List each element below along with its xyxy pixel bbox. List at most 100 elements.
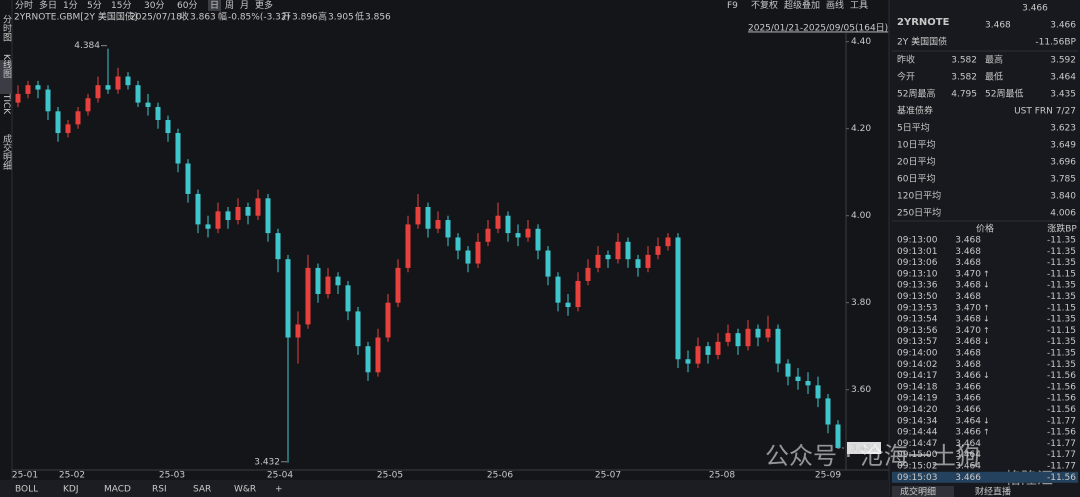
trade-price: 3.468: [955, 292, 981, 302]
trade-arrow: ↓: [983, 337, 990, 346]
period-tab[interactable]: 月: [240, 0, 249, 11]
period-tab[interactable]: 1分: [63, 0, 78, 11]
stat-value: 3.464: [1050, 73, 1076, 83]
trade-time: 09:13:00: [897, 236, 938, 246]
trade-price: 3.466: [955, 371, 981, 381]
candle-body: [355, 311, 361, 347]
trade-price: 3.468: [955, 258, 981, 268]
indicator-bar: [0, 480, 889, 497]
trade-price: 3.466: [955, 473, 981, 483]
avg-value: 4.006: [1050, 209, 1076, 219]
candle-body: [25, 85, 31, 94]
trade-price: 3.470: [955, 303, 981, 313]
candle-body: [725, 333, 731, 342]
trade-row-highlight: [892, 471, 1078, 483]
avg-label: 120日平均: [897, 190, 941, 202]
trade-price: 3.466: [955, 382, 981, 392]
indicator-tab[interactable]: KDJ: [63, 485, 79, 495]
indicator-tab[interactable]: BOLL: [15, 485, 38, 495]
indicator-tab[interactable]: SAR: [193, 485, 211, 495]
y-tick-label: 3.80: [851, 298, 871, 308]
candle-body: [675, 237, 681, 360]
period-tab[interactable]: 30分: [144, 0, 164, 11]
avg-value: 3.785: [1050, 175, 1076, 185]
trade-time: 09:15:00: [897, 450, 938, 460]
candle-body: [75, 111, 81, 125]
trade-time: 09:13:01: [897, 247, 937, 257]
x-tick-label: 25-02: [59, 471, 85, 481]
candle-body: [255, 198, 261, 216]
trade-change: -11.77: [1047, 462, 1076, 472]
candle-body: [175, 133, 181, 164]
candle-body: [455, 237, 461, 251]
tool-button[interactable]: F9: [727, 1, 738, 11]
side-tab[interactable]: K线图: [1, 54, 12, 79]
info-change: -0.85%(-3.32): [228, 13, 290, 23]
trade-price: 3.470: [955, 269, 981, 279]
trade-change: -11.35: [1047, 247, 1076, 257]
avg-label: 20日平均: [897, 156, 935, 168]
candle-body: [275, 233, 281, 260]
candle-body: [775, 328, 781, 364]
indicator-tab[interactable]: RSI: [152, 485, 167, 495]
trade-change: -11.35: [1047, 236, 1076, 246]
candle-body: [55, 111, 61, 134]
stat-value: 4.795: [951, 90, 977, 100]
candle-body: [15, 93, 21, 103]
trade-price: 3.466: [955, 405, 981, 415]
period-tab[interactable]: 60分: [177, 0, 197, 11]
candle-body: [475, 241, 481, 264]
bottom-tab[interactable]: 成交明细: [900, 486, 936, 497]
trade-change: -11.35: [1047, 349, 1076, 359]
candle-body: [625, 241, 631, 260]
trade-time: 09:13:06: [897, 258, 938, 268]
tool-button[interactable]: 画线: [826, 0, 844, 11]
tool-button[interactable]: 超级叠加: [784, 0, 820, 11]
trade-price: 3.470: [955, 326, 981, 336]
trade-time: 09:15:02: [897, 462, 937, 472]
y-tick-label: 3.60: [851, 385, 871, 395]
period-tab[interactable]: 多日: [39, 0, 57, 11]
period-tab[interactable]: 15分: [111, 0, 131, 11]
trade-time: 09:14:34: [897, 416, 938, 426]
candle-body: [185, 163, 191, 194]
candle-body: [85, 98, 91, 112]
last-price-box: [847, 441, 881, 454]
indicator-tab[interactable]: +: [275, 485, 283, 495]
trade-change: -11.56: [1047, 382, 1076, 392]
candle-body: [655, 246, 661, 255]
y-tick-label: 4.40: [851, 37, 871, 47]
candle-body: [335, 276, 341, 286]
period-tab[interactable]: 更多: [255, 0, 273, 11]
tool-button[interactable]: 工具: [850, 0, 868, 11]
tool-button[interactable]: 不复权: [751, 0, 778, 11]
side-tab[interactable]: 分时图: [1, 14, 12, 42]
trade-time: 09:15:03: [897, 473, 937, 483]
info-high: 3.905: [328, 13, 354, 23]
period-tab[interactable]: 5分: [87, 0, 102, 11]
avg-value: 3.649: [1050, 141, 1076, 151]
x-tick-label: 25-03: [159, 471, 185, 481]
side-tab[interactable]: 成交明细: [1, 133, 12, 170]
trade-change: -11.35: [1047, 337, 1076, 347]
trade-time: 09:14:19: [897, 394, 938, 404]
side-tab[interactable]: TICK: [1, 93, 11, 115]
trade-time: 09:14:00: [897, 349, 938, 359]
candle-body: [95, 85, 101, 99]
trade-change: -11.35: [1047, 281, 1076, 291]
candle-body: [685, 359, 691, 364]
active-side-tab: [0, 60, 12, 94]
info-low-label: 低: [355, 11, 364, 23]
trade-change: -11.77: [1047, 439, 1076, 449]
period-tab[interactable]: 日: [210, 0, 219, 11]
period-tab[interactable]: 分时: [15, 0, 33, 11]
symbol-name: 2YRNOTE: [897, 17, 950, 28]
bottom-tab[interactable]: 财经直播: [975, 486, 1011, 497]
trade-price: 3.468: [955, 349, 981, 359]
candle-body: [165, 120, 171, 134]
candle-body: [405, 224, 411, 268]
indicator-tab[interactable]: W&R: [234, 485, 256, 495]
period-tab[interactable]: 周: [225, 0, 234, 11]
candle-body: [375, 337, 381, 373]
indicator-tab[interactable]: MACD: [104, 485, 131, 495]
